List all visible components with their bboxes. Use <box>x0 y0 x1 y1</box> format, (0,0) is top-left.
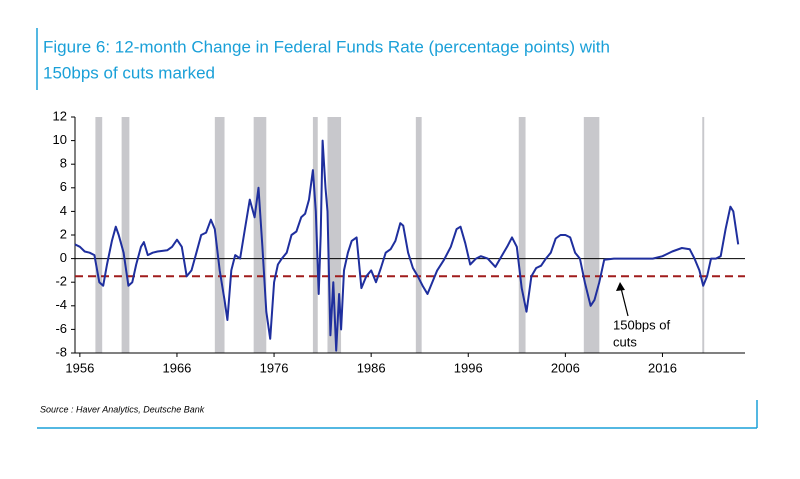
series-line <box>74 139 740 352</box>
annotation-arrowhead <box>616 282 625 291</box>
annotation-arrow <box>620 287 629 317</box>
source: Source : Haver Analytics, Deutsche Bank <box>40 404 205 414</box>
recession-band <box>312 117 318 353</box>
y-tick-label: -4 <box>55 297 67 312</box>
chart-title: 150bps of cuts marked <box>43 63 215 82</box>
y-tick-label: 8 <box>60 156 67 171</box>
recession-band <box>327 117 342 353</box>
x-tick-label: 1956 <box>65 360 94 375</box>
recession-band <box>214 117 225 353</box>
y-tick-label: 0 <box>60 250 67 265</box>
y-tick-label: 2 <box>60 226 67 241</box>
y-tick-label: 6 <box>60 179 67 194</box>
x-tick-label: 1996 <box>454 360 483 375</box>
recession-band <box>702 117 705 353</box>
y-tick-label: 4 <box>60 203 67 218</box>
y-tick-label: -6 <box>55 321 67 336</box>
x-tick-label: 1976 <box>260 360 289 375</box>
annotation: 150bps of <box>613 317 670 332</box>
recession-band <box>583 117 600 353</box>
x-tick-label: 1966 <box>162 360 191 375</box>
y-tick-label: 12 <box>53 108 67 123</box>
chart-title: Figure 6: 12-month Change in Federal Fun… <box>43 37 610 56</box>
recession-band <box>253 117 267 353</box>
y-tick-label: -2 <box>55 274 67 289</box>
recession-band <box>121 117 130 353</box>
x-tick-label: 2016 <box>648 360 677 375</box>
x-tick-label: 2006 <box>551 360 580 375</box>
recession-band <box>518 117 526 353</box>
recession-band <box>415 117 422 353</box>
annotation: cuts <box>613 334 637 349</box>
y-tick-label: 10 <box>53 132 67 147</box>
recession-band <box>95 117 103 353</box>
x-tick-label: 1986 <box>357 360 386 375</box>
y-tick-label: -8 <box>55 344 67 359</box>
